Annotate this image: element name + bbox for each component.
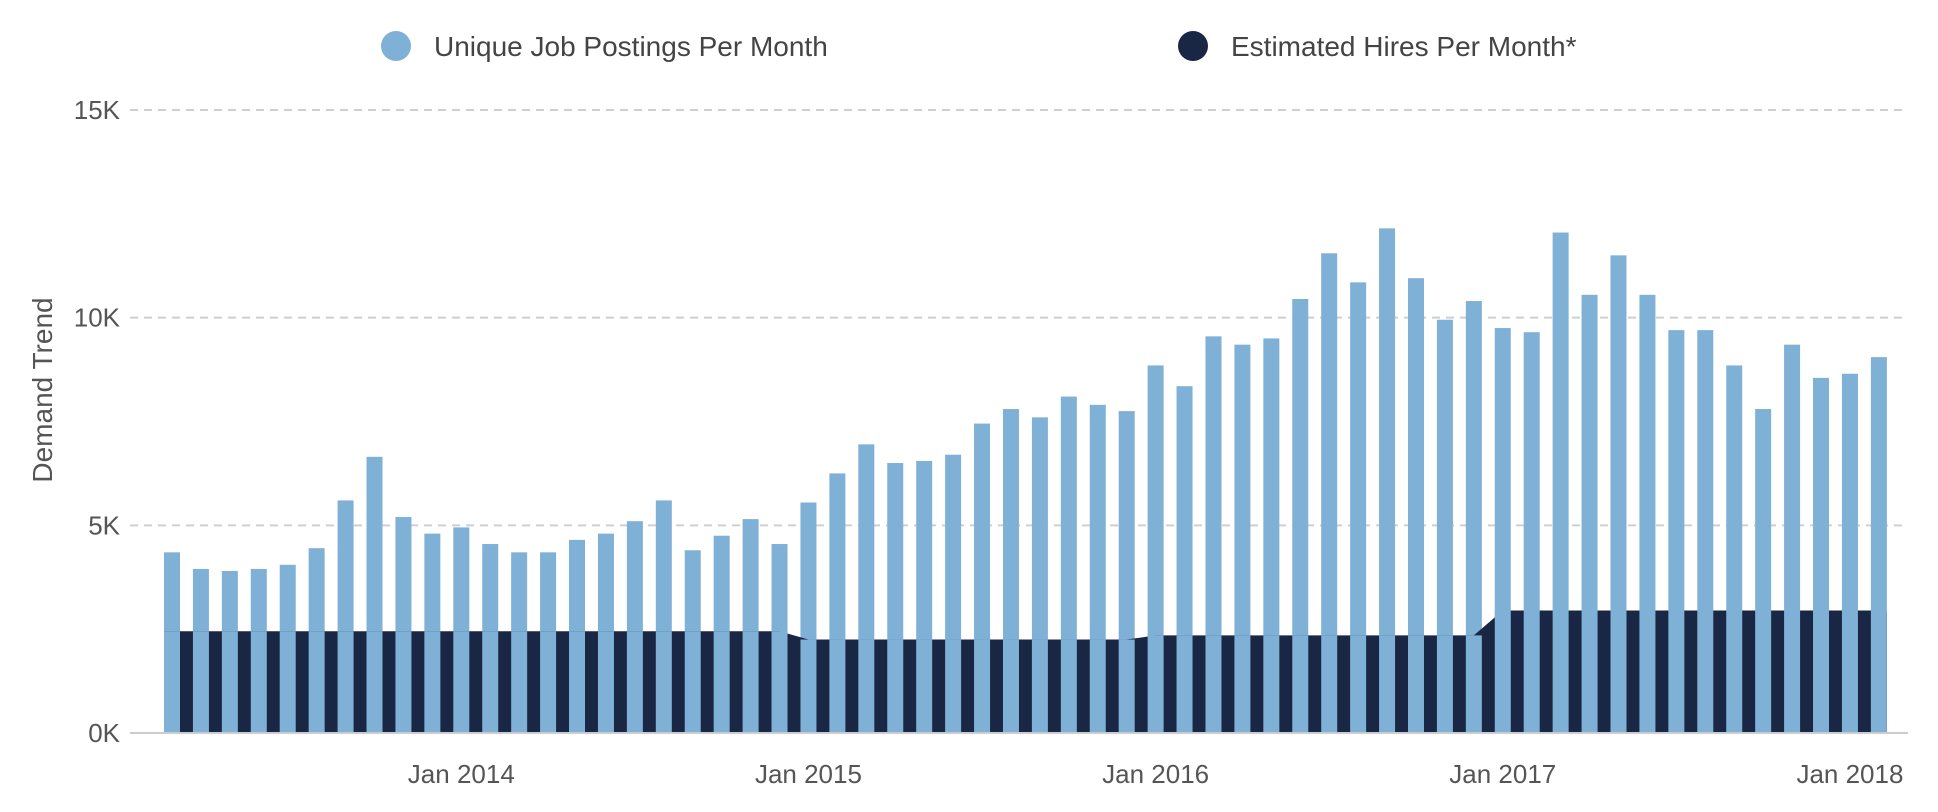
postings-bar-base: [655, 631, 672, 733]
postings-bar-base: [1552, 610, 1569, 733]
postings-bar-base: [1465, 635, 1482, 733]
postings-bar-base: [221, 631, 238, 733]
postings-bar-base: [1234, 635, 1251, 733]
postings-bar-base: [742, 631, 759, 733]
postings-bar-base: [1031, 639, 1048, 733]
postings-bar-base: [192, 631, 209, 733]
postings-bar-base: [453, 631, 470, 733]
postings-bar-base: [1379, 635, 1396, 733]
postings-bar-base: [1784, 610, 1801, 733]
y-tick-label: 15K: [74, 95, 121, 125]
x-axis: Jan 2014 Jan 2015 Jan 2016 Jan 2017 Jan 2018: [408, 759, 1904, 789]
postings-bar: [1465, 301, 1482, 733]
y-tick-label: 5K: [88, 510, 120, 540]
hires-series: [164, 610, 1887, 733]
postings-bar: [1379, 228, 1396, 733]
postings-bar-base: [1726, 610, 1743, 733]
hires-area: [164, 610, 1887, 733]
postings-bar-base: [597, 631, 614, 733]
x-tick-label: Jan 2017: [1449, 759, 1556, 789]
postings-bar: [1407, 278, 1424, 733]
legend-label-hires: Estimated Hires Per Month*: [1231, 31, 1577, 62]
postings-bar-base: [540, 631, 557, 733]
postings-bar-base: [800, 639, 817, 733]
postings-bar-base: [1436, 635, 1453, 733]
postings-bar-base: [366, 631, 383, 733]
postings-bar: [1321, 253, 1338, 734]
postings-bar-base: [858, 639, 875, 733]
postings-bar-base: [974, 639, 991, 733]
postings-bar-base: [511, 631, 528, 733]
postings-bar: [1552, 232, 1569, 734]
postings-bar-base: [1350, 635, 1367, 733]
postings-bar-base: [1581, 610, 1598, 733]
legend: Unique Job Postings Per Month Estimated …: [381, 31, 1577, 62]
postings-bar: [1350, 282, 1367, 733]
postings-bar-base: [713, 631, 730, 733]
x-tick-label: Jan 2015: [755, 759, 862, 789]
postings-bar-base: [164, 631, 180, 733]
postings-bar-base: [945, 639, 962, 733]
postings-bar-base: [1668, 610, 1685, 733]
postings-bar-base: [569, 631, 586, 733]
postings-bar-base: [279, 631, 296, 733]
x-tick-label: Jan 2016: [1102, 759, 1209, 789]
postings-bar-base: [1841, 610, 1858, 733]
postings-bar-base: [1407, 635, 1424, 733]
postings-bar-base: [1639, 610, 1656, 733]
postings-bar-base: [482, 631, 499, 733]
x-tick-label: Jan 2014: [408, 759, 515, 789]
postings-bar-base: [1523, 610, 1540, 733]
postings-bar: [1292, 298, 1309, 733]
legend-label-postings: Unique Job Postings Per Month: [434, 31, 828, 62]
postings-bar: [1436, 319, 1453, 733]
postings-bar-base: [1002, 639, 1019, 733]
postings-bar-base: [308, 631, 325, 733]
postings-bar-base: [1118, 639, 1135, 733]
y-tick-label: 0K: [88, 718, 120, 748]
postings-bar-base: [916, 639, 933, 733]
postings-bar-base: [1147, 635, 1164, 733]
gridlines: [130, 109, 1908, 527]
postings-bar-base: [1494, 610, 1511, 733]
postings-bar-base: [626, 631, 643, 733]
postings-bar-base: [1292, 635, 1309, 733]
postings-bar-base: [1263, 635, 1280, 733]
y-tick-label: 10K: [74, 303, 121, 333]
postings-bar-base: [1610, 610, 1627, 733]
postings-bar-base: [1697, 610, 1714, 733]
postings-bar-base: [887, 639, 904, 733]
postings-bar-base: [1813, 610, 1830, 733]
postings-bar-base: [1060, 639, 1077, 733]
postings-bar-base: [1176, 635, 1193, 733]
postings-bar-base: [771, 631, 788, 733]
postings-bar-base: [829, 639, 846, 733]
postings-bar-base: [1205, 635, 1222, 733]
postings-bar: [1263, 338, 1280, 733]
postings-bar-base: [250, 631, 267, 733]
postings-bar-base: [424, 631, 441, 733]
postings-bar-base: [1089, 639, 1106, 733]
legend-marker-postings: [381, 31, 411, 61]
postings-bar: [1205, 336, 1222, 733]
postings-bar-base: [337, 631, 354, 733]
postings-bar-base: [1321, 635, 1338, 733]
legend-marker-hires: [1178, 31, 1208, 61]
y-axis: 0K 5K 10K 15K: [74, 95, 121, 748]
postings-bar-base: [395, 631, 412, 733]
y-axis-title: Demand Trend: [27, 297, 58, 482]
x-tick-label: Jan 2018: [1796, 759, 1903, 789]
postings-bar-base: [1755, 610, 1772, 733]
postings-bar-base: [1870, 610, 1887, 733]
postings-bar-base: [684, 631, 701, 733]
